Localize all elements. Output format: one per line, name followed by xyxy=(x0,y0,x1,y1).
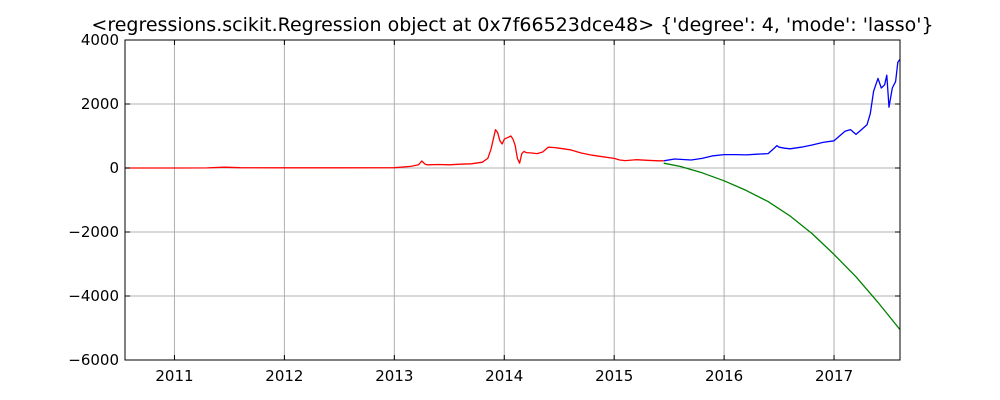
y-tick-label: −4000 xyxy=(68,287,119,305)
series-line-2 xyxy=(663,58,901,162)
x-tick-label: 2014 xyxy=(485,367,523,385)
grid xyxy=(125,39,900,361)
x-tick-label: 2012 xyxy=(265,367,303,385)
y-tick-label: 4000 xyxy=(81,31,119,49)
x-tick-label: 2011 xyxy=(155,367,193,385)
series-line-3 xyxy=(663,162,901,331)
y-tick-label: −6000 xyxy=(68,351,119,369)
y-tick-label: 2000 xyxy=(81,95,119,113)
x-tick-label: 2016 xyxy=(705,367,743,385)
x-tick-label: 2013 xyxy=(375,367,413,385)
x-tick-label: 2015 xyxy=(595,367,633,385)
chart-title: <regressions.scikit.Regression object at… xyxy=(91,14,934,36)
ticks: 2011 2012 2013 2014 2015 2016 2017 4000 2000 0 −20… xyxy=(68,31,900,385)
series-group xyxy=(125,58,901,331)
plot-frame xyxy=(124,39,901,361)
x-tick-label: 2017 xyxy=(815,367,853,385)
y-tick-label: 0 xyxy=(109,159,119,177)
y-tick-label: −2000 xyxy=(68,223,119,241)
series-line-1 xyxy=(125,128,664,169)
